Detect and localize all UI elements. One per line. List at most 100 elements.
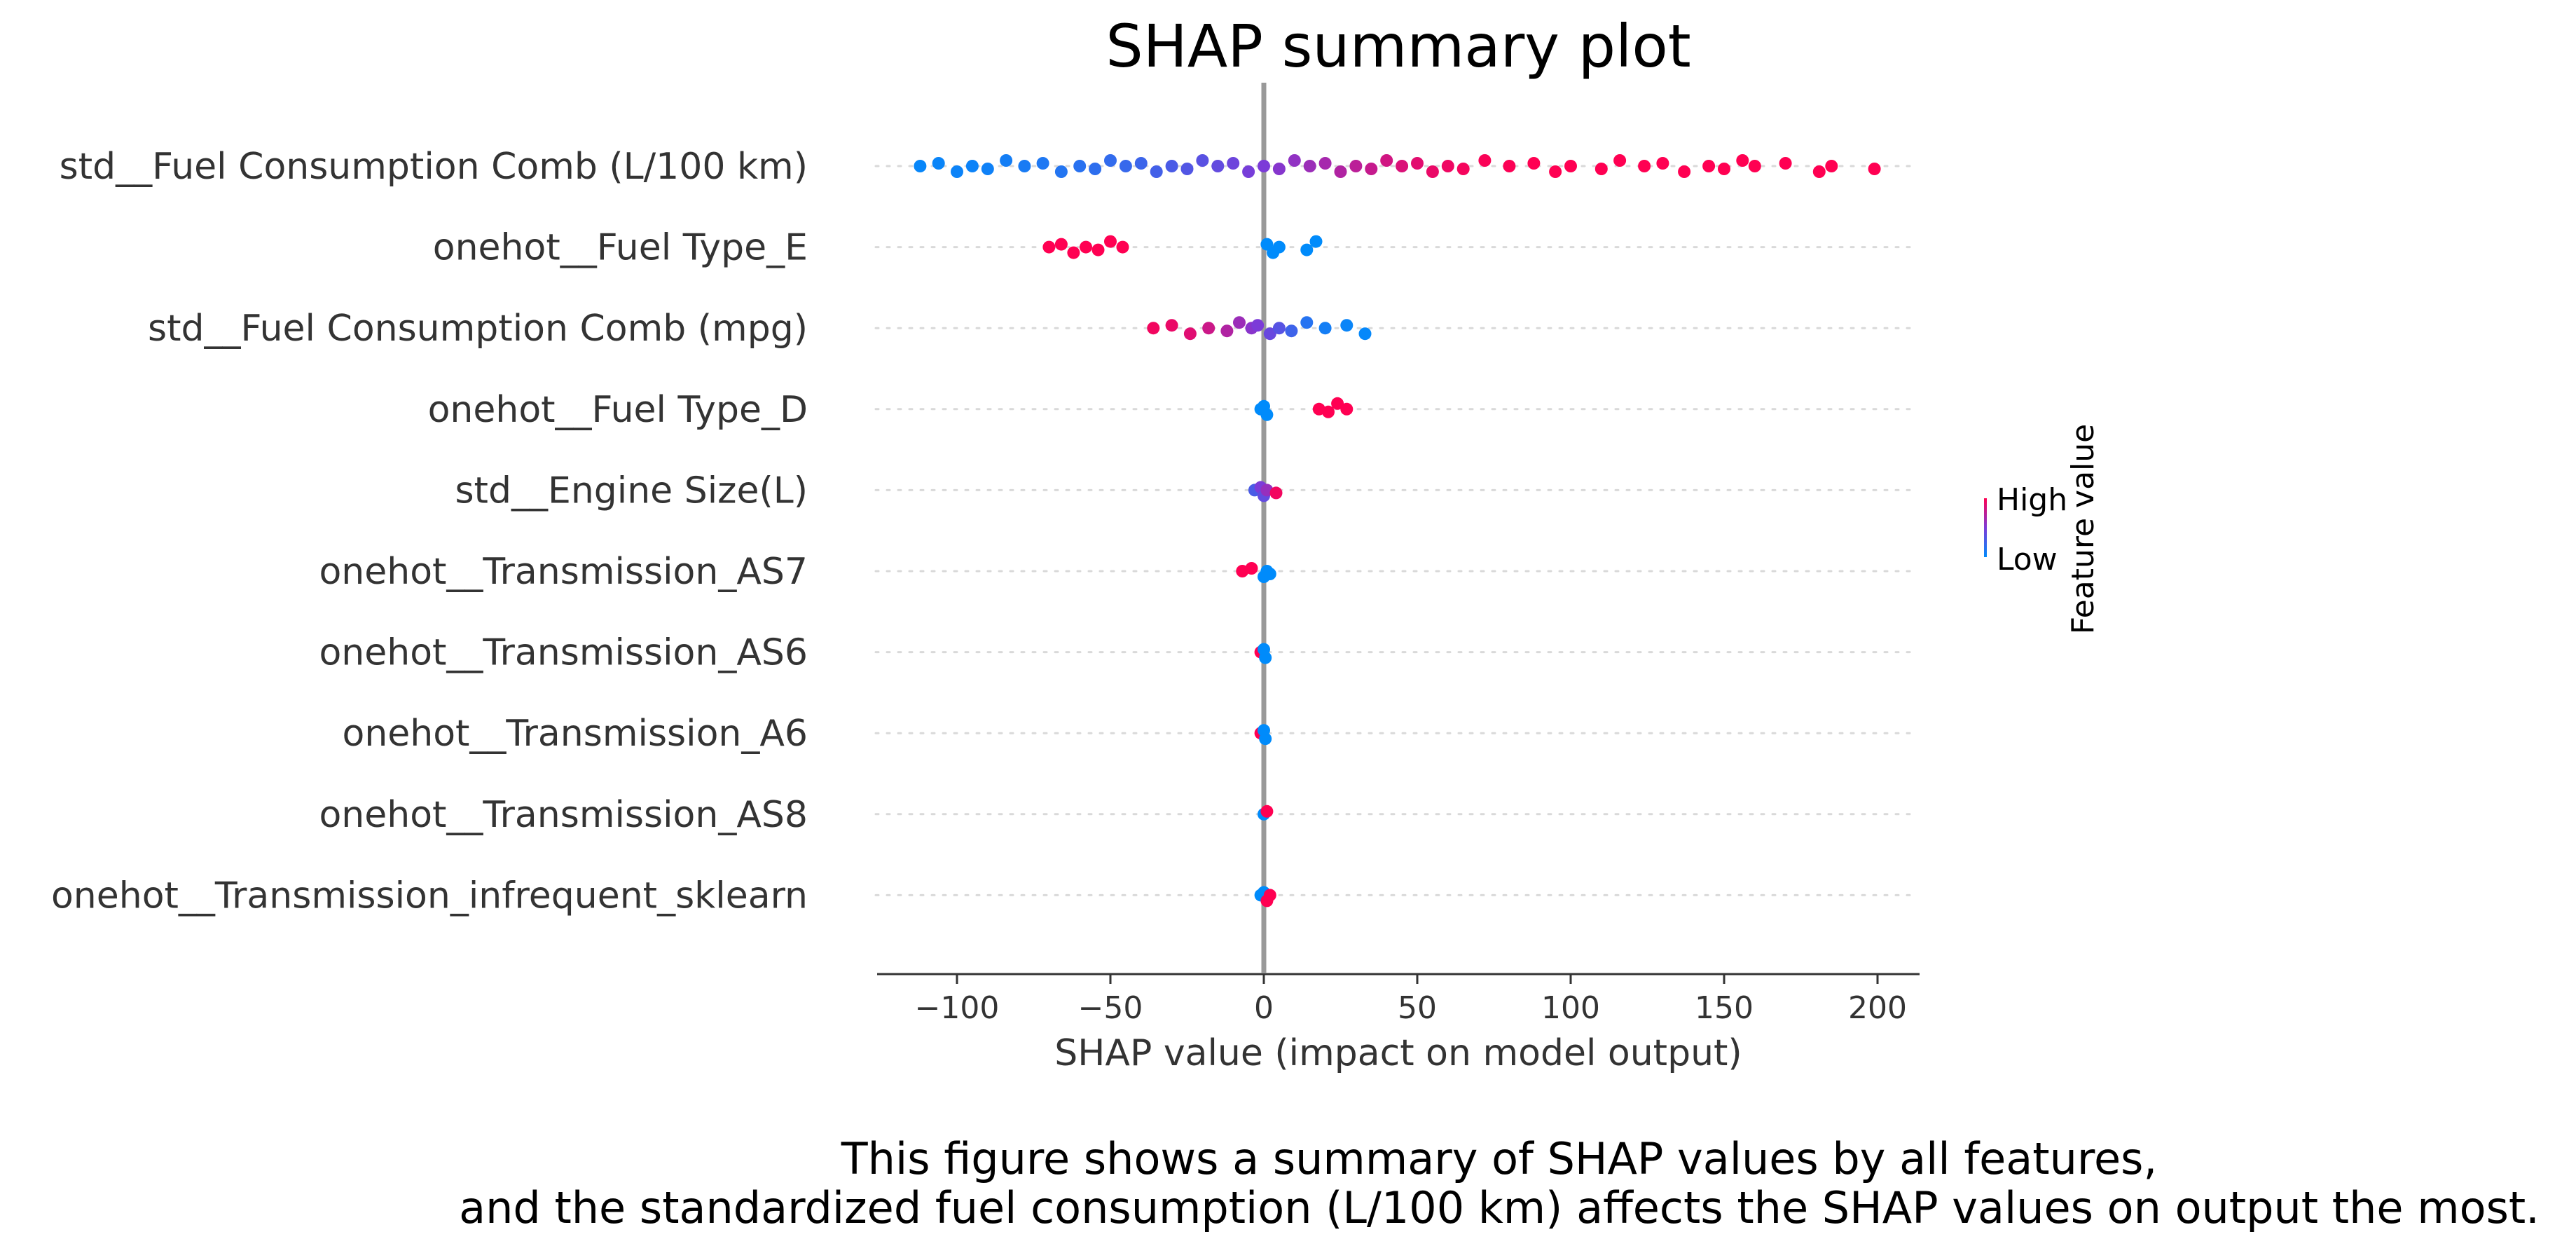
shap-point bbox=[1638, 160, 1651, 172]
shap-point bbox=[1067, 246, 1080, 259]
shap-point bbox=[1340, 319, 1354, 332]
shap-point bbox=[1300, 243, 1314, 256]
shap-point bbox=[1272, 322, 1286, 335]
shap-point bbox=[1183, 327, 1197, 341]
shap-point bbox=[1233, 316, 1246, 329]
feature-label: onehot__Fuel Type_D bbox=[428, 389, 808, 431]
shap-point bbox=[1426, 165, 1439, 178]
shap-point bbox=[932, 157, 945, 170]
shap-point bbox=[1303, 160, 1316, 172]
shap-point bbox=[1812, 165, 1826, 178]
shap-point bbox=[914, 160, 927, 172]
shap-point bbox=[1104, 154, 1117, 167]
shap-point bbox=[1263, 568, 1276, 580]
shap-point bbox=[1340, 402, 1354, 416]
shap-point bbox=[1116, 240, 1129, 254]
x-tick-label: −50 bbox=[1078, 990, 1143, 1026]
feature-gridlines bbox=[874, 165, 1917, 896]
shap-point bbox=[1825, 160, 1838, 172]
shap-point bbox=[1309, 235, 1323, 248]
chart-title: SHAP summary plot bbox=[1106, 12, 1690, 81]
feature-label: std__Fuel Consumption Comb (mpg) bbox=[148, 308, 808, 350]
shap-point bbox=[1564, 160, 1577, 172]
shap-point bbox=[1251, 319, 1265, 332]
shap-point bbox=[1441, 160, 1454, 172]
shap-point bbox=[1868, 163, 1881, 175]
shap-point bbox=[1018, 160, 1031, 172]
shap-point bbox=[1594, 163, 1608, 175]
shap-point bbox=[1678, 165, 1691, 178]
shap-point bbox=[1211, 160, 1225, 172]
shap-point bbox=[1259, 651, 1272, 664]
x-tick-label: 0 bbox=[1254, 990, 1274, 1026]
shap-point bbox=[1736, 154, 1749, 167]
shap-point bbox=[1702, 160, 1716, 172]
shap-point bbox=[951, 165, 963, 178]
shap-point bbox=[1202, 322, 1215, 335]
colorbar-legend: High Low Feature value bbox=[1984, 424, 2101, 634]
shap-point bbox=[1613, 154, 1627, 167]
shap-point bbox=[1073, 160, 1087, 172]
shap-point bbox=[1227, 157, 1240, 170]
shap-point bbox=[1300, 316, 1314, 329]
shap-point bbox=[1054, 165, 1068, 178]
shap-point bbox=[1288, 154, 1301, 167]
shap-point bbox=[1258, 160, 1270, 172]
shap-point bbox=[1260, 804, 1274, 818]
shap-point bbox=[1380, 154, 1393, 167]
shap-point bbox=[1272, 163, 1286, 175]
x-axis-ticks: −100 −50 0 50 100 150 200 bbox=[915, 974, 1907, 1026]
shap-point bbox=[1411, 157, 1424, 170]
feature-label: onehot__Transmission_AS7 bbox=[319, 551, 808, 593]
shap-point bbox=[1196, 154, 1209, 167]
shap-point bbox=[1080, 240, 1092, 254]
shap-point bbox=[1456, 163, 1470, 175]
x-tick-label: 150 bbox=[1695, 990, 1754, 1026]
shap-point bbox=[1285, 324, 1298, 338]
colorbar-low-label: Low bbox=[1997, 542, 2058, 577]
shap-point bbox=[1036, 157, 1049, 170]
feature-label: onehot__Transmission_AS6 bbox=[319, 632, 808, 674]
shap-point bbox=[1042, 240, 1056, 254]
caption-line-2: and the standardized fuel consumption (L… bbox=[459, 1182, 2540, 1233]
feature-labels: std__Fuel Consumption Comb (L/100 km) one… bbox=[51, 146, 808, 917]
shap-point bbox=[1180, 163, 1194, 175]
shap-point bbox=[1334, 165, 1347, 178]
shap-point bbox=[1134, 157, 1148, 170]
colorbar bbox=[1984, 498, 1987, 557]
shap-point bbox=[1396, 160, 1409, 172]
shap-point bbox=[1000, 154, 1013, 167]
feature-label: onehot__Fuel Type_E bbox=[433, 227, 808, 269]
shap-point bbox=[1503, 160, 1516, 172]
shap-point bbox=[1242, 165, 1255, 178]
x-tick-label: 100 bbox=[1541, 990, 1600, 1026]
shap-point bbox=[1259, 732, 1272, 746]
feature-label: onehot__Transmission_AS8 bbox=[319, 794, 808, 836]
shap-point bbox=[1656, 157, 1669, 170]
shap-point bbox=[1269, 486, 1283, 500]
feature-label: onehot__Transmission_A6 bbox=[343, 713, 808, 755]
shap-point bbox=[1478, 154, 1492, 167]
x-tick-label: 200 bbox=[1848, 990, 1907, 1026]
shap-point bbox=[1119, 160, 1132, 172]
shap-point bbox=[1263, 889, 1276, 902]
caption-line-1: This figure shows a summary of SHAP valu… bbox=[841, 1133, 2157, 1184]
colorbar-title: Feature value bbox=[2065, 424, 2101, 634]
shap-point bbox=[1263, 327, 1276, 341]
feature-label: std__Engine Size(L) bbox=[455, 470, 808, 512]
shap-point bbox=[1527, 157, 1541, 170]
shap-points bbox=[914, 154, 1881, 908]
shap-point bbox=[981, 163, 994, 175]
shap-point bbox=[1147, 322, 1160, 335]
shap-point bbox=[1718, 163, 1730, 175]
shap-point bbox=[1165, 319, 1178, 332]
colorbar-high-label: High bbox=[1997, 482, 2067, 518]
shap-point bbox=[1318, 322, 1332, 335]
shap-point bbox=[1054, 238, 1068, 251]
shap-point bbox=[1104, 235, 1117, 248]
shap-point bbox=[1150, 165, 1163, 178]
shap-point bbox=[1245, 562, 1258, 575]
shap-point bbox=[1349, 160, 1363, 172]
shap-point bbox=[1549, 165, 1562, 178]
